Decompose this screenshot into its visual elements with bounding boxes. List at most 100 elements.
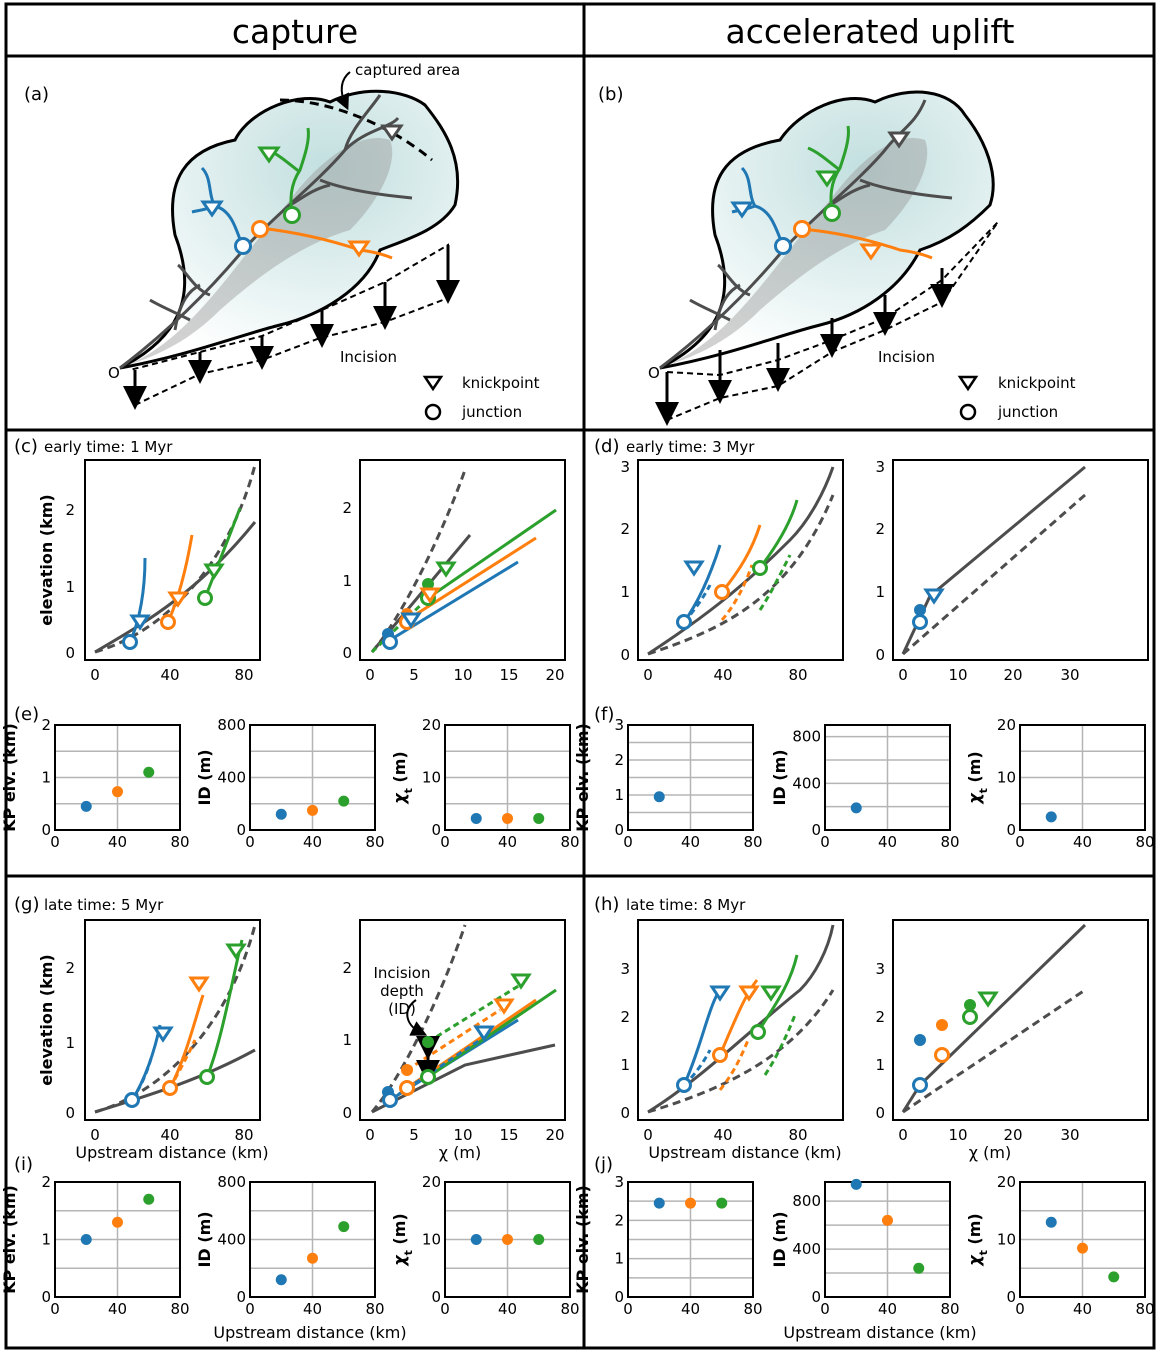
data-point (338, 1221, 350, 1233)
panel-i-xlabel: Upstream distance (km) (213, 1323, 406, 1342)
x-tick-label: 80 (365, 1300, 384, 1318)
x-tick-label: 80 (1135, 1300, 1154, 1318)
valley-shade (665, 138, 928, 366)
knickpoint-icon (188, 976, 210, 993)
panel-d-distance-plot: 0 40 80 0 1 2 3 (620, 458, 844, 684)
green-profile-line (427, 988, 557, 1079)
panel-f-label: (f) (594, 704, 614, 725)
svg-text:80: 80 (234, 1126, 253, 1144)
junction-icon (197, 590, 213, 606)
data-point (470, 812, 482, 824)
scatter-plot-e-0: 0 40 80 0 1 2 KP elv. (km) (0, 716, 190, 851)
svg-text:20: 20 (545, 666, 564, 684)
plot-frame (627, 1181, 754, 1298)
svg-text:3: 3 (875, 960, 885, 978)
data-point (275, 1274, 287, 1286)
initial-profile-line (902, 988, 1086, 1114)
svg-text:5: 5 (409, 666, 419, 684)
junction-icon (399, 1080, 415, 1096)
knickpoint-icon (129, 614, 151, 631)
orange-old-profile (718, 1039, 750, 1091)
knickpoint-icon (493, 998, 515, 1015)
knickpoint-icon (887, 131, 911, 149)
y-tick-labels: 0 1 2 (65, 959, 75, 1122)
panel-j-xlabel: Upstream distance (km) (783, 1323, 976, 1342)
initial-profile-line (902, 493, 1086, 656)
y-tick-label: 1 (614, 1250, 624, 1268)
y-tick-label: 400 (792, 1240, 821, 1258)
panel-d-label: (d) (594, 436, 619, 457)
x-tick-label: 80 (170, 833, 189, 851)
junction-icon (382, 1092, 398, 1108)
svg-text:80: 80 (788, 666, 807, 684)
blue-kp-dot (914, 1034, 926, 1046)
scatter-plot-i-0: 0 40 80 0 1 2 KP elv. (km) (0, 1173, 190, 1318)
data-point (1045, 1216, 1057, 1228)
green-profile-line (756, 954, 799, 1033)
x-axis-label: Upstream distance (km) (648, 1143, 841, 1162)
y-tick-label: 0 (811, 1288, 821, 1306)
panel-g-chi-plot: 0 5 10 15 20 0 1 2 χ (m) Incision depth (ID) (342, 919, 566, 1162)
panel-h-label: (h) (594, 894, 619, 915)
y-tick-label: 800 (792, 1192, 821, 1210)
y-tick-labels: 0 1 2 3 (875, 458, 885, 664)
y-axis-label: χt (m) (390, 1213, 415, 1266)
y-tick-label: 20 (997, 1173, 1016, 1191)
junction-icon (122, 634, 138, 650)
blue-profile-line (682, 992, 720, 1086)
x-tick-label: 0 (440, 833, 450, 851)
junction-icon (714, 584, 730, 600)
scatter-plot-j-0: 0 40 80 0 1 2 3 KP elv. (km) (573, 1173, 763, 1318)
svg-text:10: 10 (948, 666, 967, 684)
y-axis-label: KP elv. (km) (573, 723, 592, 832)
svg-text:30: 30 (1060, 666, 1079, 684)
data-point (1077, 1242, 1088, 1254)
knickpoint-icon (419, 587, 441, 604)
x-tick-labels: 0 40 80 (90, 1126, 253, 1144)
svg-text:2: 2 (342, 959, 352, 977)
y-tick-label: 0 (614, 1288, 624, 1306)
x-tick-label: 0 (623, 1300, 633, 1318)
knickpoint-icon (257, 146, 281, 164)
data-point (307, 1252, 318, 1264)
scatter-plot-j-2: 0 40 80 0 10 20 χt (m) (965, 1173, 1155, 1318)
x-tick-label: 40 (108, 1300, 127, 1318)
x-tick-label: 0 (440, 1300, 450, 1318)
knickpoint-icon (225, 943, 247, 960)
x-tick-label: 0 (820, 833, 830, 851)
x-tick-label: 40 (1073, 833, 1092, 851)
data-point (850, 802, 862, 814)
y-axis-label: KP elv. (km) (573, 1185, 592, 1294)
svg-text:15: 15 (499, 666, 518, 684)
incision-arrows (655, 268, 954, 426)
junction-icon (934, 1047, 950, 1063)
data-point (882, 1214, 893, 1226)
knickpoint-icon (200, 200, 224, 218)
junction-legend-icon (959, 403, 977, 421)
svg-text:40: 40 (713, 1126, 732, 1144)
x-tick-label: 40 (108, 833, 127, 851)
x-tick-label: 40 (878, 833, 897, 851)
svg-text:40: 40 (160, 666, 179, 684)
x-tick-label: 0 (245, 1300, 255, 1318)
knickpoint-icon (380, 124, 404, 142)
svg-text:20: 20 (545, 1126, 564, 1144)
x-tick-label: 80 (170, 1300, 189, 1318)
x-tick-label: 40 (303, 1300, 322, 1318)
y-tick-label: 3 (614, 716, 624, 734)
y-axis-label: ID (m) (770, 749, 789, 805)
y-tick-label: 800 (217, 1173, 246, 1191)
y-tick-label: 20 (422, 1173, 441, 1191)
svg-text:1: 1 (875, 1056, 885, 1074)
data-point (1045, 811, 1057, 823)
x-tick-label: 40 (498, 1300, 517, 1318)
x-tick-label: 80 (940, 1300, 959, 1318)
junction-icon (912, 614, 928, 630)
y-tick-label: 400 (792, 774, 821, 792)
y-tick-label: 10 (422, 769, 441, 787)
junction-icon (124, 1092, 140, 1108)
orange-profile-line (166, 534, 194, 623)
plot-frame (824, 724, 951, 831)
x-tick-labels: 0 40 80 (643, 666, 807, 684)
scatter-plot-i-2: 0 40 80 0 10 20 χt (m) (390, 1173, 580, 1318)
